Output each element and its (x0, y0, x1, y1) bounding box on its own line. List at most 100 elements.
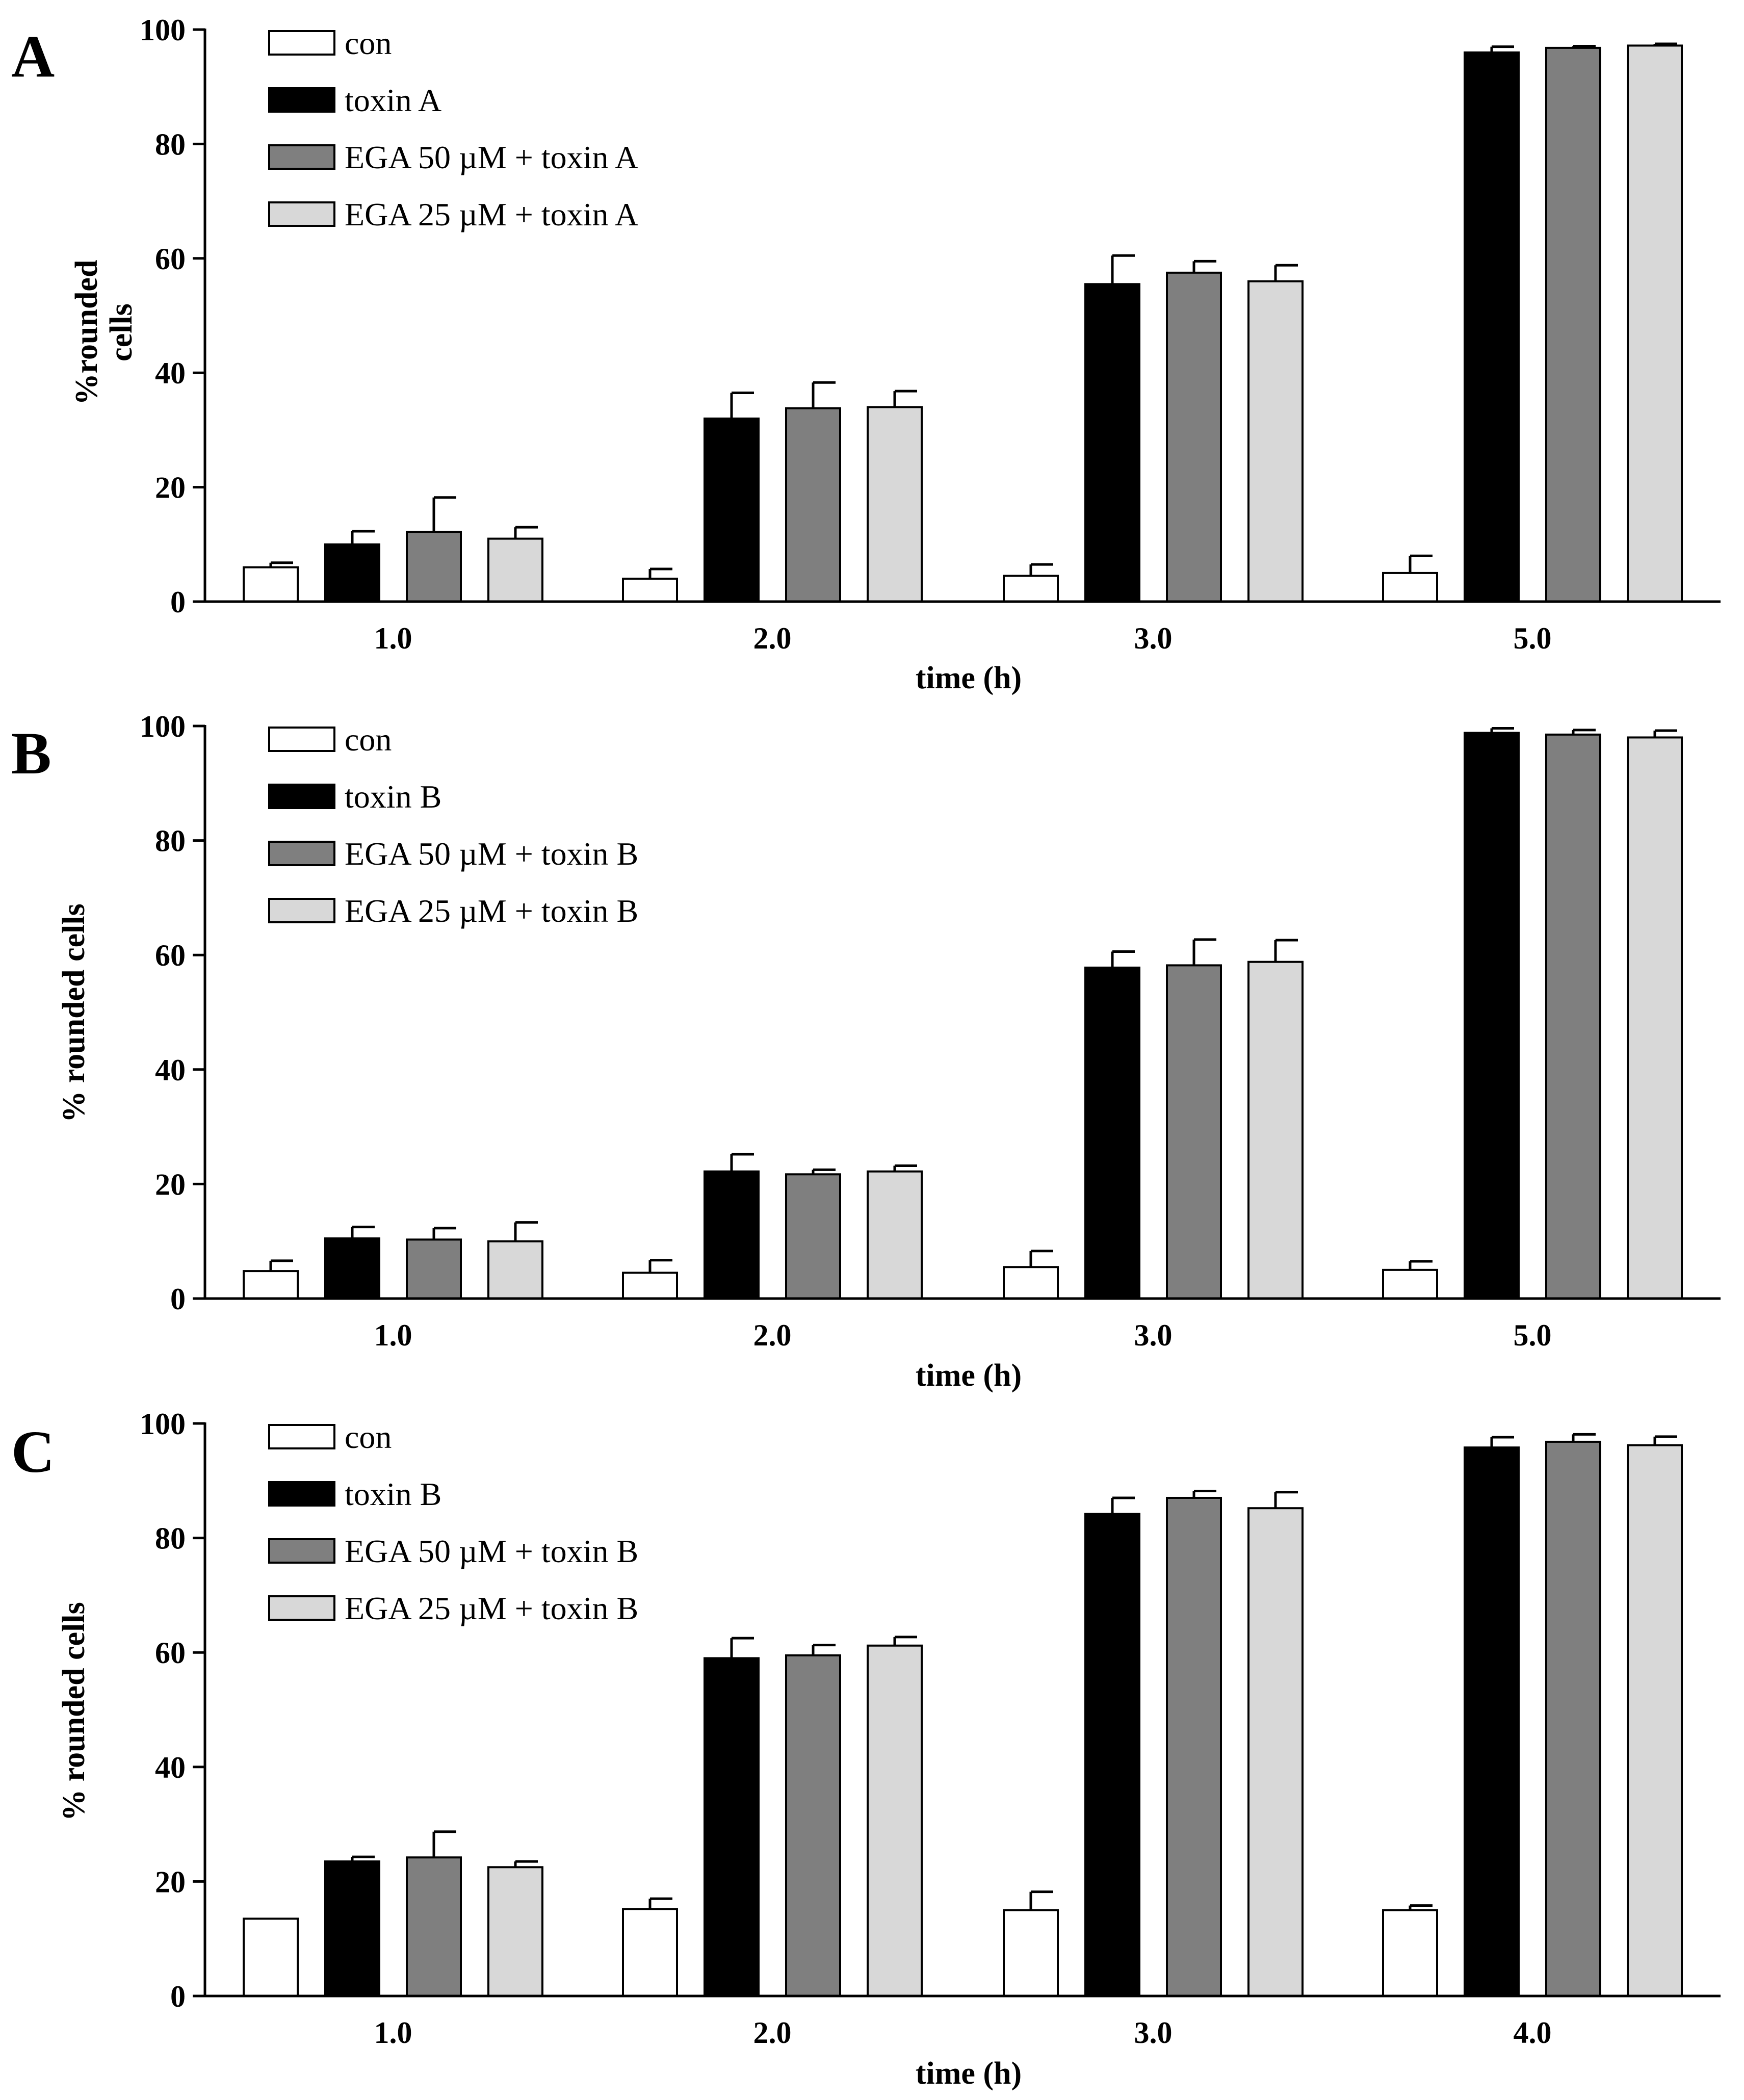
legend: con toxin B EGA 50 µM + toxin B EGA 25 µM +… (268, 721, 638, 929)
bar (1084, 283, 1140, 603)
panel-letter-c: C (11, 1418, 55, 1485)
bar (1166, 964, 1222, 1300)
y-tick-label: 100 (140, 710, 186, 743)
y-tick-label: 0 (170, 1282, 186, 1316)
x-axis-label: time (h) (916, 1358, 1022, 1393)
bar (867, 406, 923, 603)
bar (243, 566, 299, 603)
x-axis-label: time (h) (916, 661, 1022, 695)
bar (785, 1173, 841, 1300)
legend-label: EGA 25 µM + toxin A (345, 196, 638, 232)
x-tick-label: 1.0 (374, 1318, 412, 1352)
bar (1247, 280, 1304, 603)
legend-swatch (268, 727, 335, 752)
y-tick-label: 20 (155, 471, 186, 505)
bar (1545, 1440, 1601, 1997)
legend-label: toxin A (345, 82, 441, 118)
x-tick-label: 3.0 (1134, 1318, 1173, 1352)
plot-area: 0 20 40 60 80 100 1.0 2.0 3.0 5.0 con toxin B EGA 50… (140, 710, 1721, 1352)
bar (867, 1644, 923, 1998)
x-tick-label: 2.0 (753, 621, 792, 655)
plot-area: 0 20 40 60 80 100 1.0 2.0 3.0 5.0 con toxin A EGA 50… (140, 13, 1721, 655)
bar (1247, 1507, 1304, 1998)
legend-swatch (268, 87, 335, 113)
bar (487, 1240, 543, 1300)
y-tick-label: 60 (155, 939, 186, 972)
legend: con toxin B EGA 50 µM + toxin B EGA 25 µM +… (268, 1419, 638, 1626)
y-tick-label: 20 (155, 1168, 186, 1201)
bar (243, 1270, 299, 1300)
legend-swatch (268, 1595, 335, 1621)
bar (1084, 966, 1140, 1300)
y-axis-label-line-2: cells (104, 303, 139, 361)
bar (622, 1272, 678, 1300)
legend-label: toxin B (345, 1476, 441, 1512)
x-tick-label: 3.0 (1134, 2016, 1173, 2050)
legend-label: EGA 50 µM + toxin A (345, 139, 638, 175)
legend-swatch (268, 1424, 335, 1449)
bar (1003, 1909, 1059, 1998)
bar (406, 1856, 462, 1997)
legend-label: con (345, 1419, 392, 1455)
bar (1084, 1513, 1140, 1998)
bar (1003, 1266, 1059, 1300)
legend-label: con (345, 721, 392, 758)
panel-c: C % rounded cells time (h) 0 20 40 60 80 100 1… (11, 1407, 1721, 2091)
bar (1464, 732, 1520, 1300)
x-tick-label: 2.0 (753, 1318, 792, 1352)
x-tick-label: 2.0 (753, 2016, 792, 2050)
bar (1545, 733, 1601, 1300)
bar (1166, 271, 1222, 603)
panel-b: B % rounded cells time (h) 0 20 40 60 80 100 1… (11, 710, 1721, 1393)
bar (406, 531, 462, 603)
plot-area: 0 20 40 60 80 100 1.0 2.0 3.0 4.0 con toxin B EGA 50… (140, 1407, 1721, 2050)
bar (1464, 51, 1520, 603)
y-tick-label: 80 (155, 127, 186, 161)
y-axis-label: % rounded cells (57, 1602, 91, 1821)
bar (704, 1657, 760, 1997)
legend-label: EGA 25 µM + toxin B (345, 893, 638, 929)
bar (1627, 1444, 1683, 1998)
x-tick-label: 1.0 (374, 2016, 412, 2050)
legend-label: EGA 25 µM + toxin B (345, 1590, 638, 1626)
legend-swatch (268, 784, 335, 809)
bar (622, 578, 678, 603)
panel-letter-b: B (11, 720, 51, 787)
legend-swatch (268, 201, 335, 227)
y-axis-label: % rounded cells (57, 903, 91, 1122)
panel-a: A %rounded cells time (h) 0 20 40 60 80 100 1.… (11, 13, 1721, 695)
y-axis-label-line-1: %rounded (69, 260, 104, 405)
legend-label: toxin B (345, 779, 441, 815)
bar (1382, 572, 1438, 603)
bar (1382, 1909, 1438, 1998)
y-tick-label: 0 (170, 1980, 186, 2013)
legend-label: EGA 50 µM + toxin B (345, 836, 638, 872)
legend: con toxin A EGA 50 µM + toxin A EGA 25 µM +… (268, 25, 638, 232)
bar (1003, 575, 1059, 603)
bar (406, 1238, 462, 1300)
bar (785, 407, 841, 603)
legend-label: con (345, 25, 392, 61)
bar (1627, 44, 1683, 603)
x-axis-label: time (h) (916, 2056, 1022, 2091)
bar (324, 1860, 380, 1997)
y-tick-label: 60 (155, 242, 186, 276)
bar (704, 1170, 760, 1300)
legend-swatch (268, 1481, 335, 1507)
bar (1627, 736, 1683, 1300)
bar (1247, 961, 1304, 1300)
y-tick-label: 60 (155, 1636, 186, 1670)
legend-swatch (268, 841, 335, 866)
legend-swatch (268, 1538, 335, 1564)
y-tick-label: 100 (140, 1407, 186, 1441)
bar (324, 1237, 380, 1300)
bar (324, 543, 380, 603)
y-tick-label: 100 (140, 13, 186, 47)
legend-swatch (268, 144, 335, 170)
y-tick-label: 80 (155, 824, 186, 858)
bar (704, 417, 760, 603)
legend-swatch (268, 898, 335, 923)
legend-label: EGA 50 µM + toxin B (345, 1533, 638, 1569)
x-tick-label: 4.0 (1514, 2016, 1552, 2050)
